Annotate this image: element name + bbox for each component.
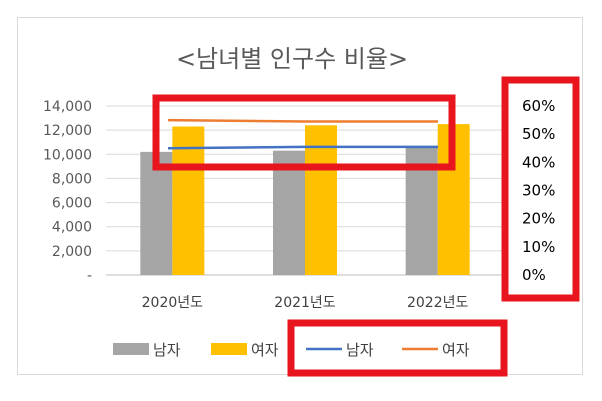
highlight-box-lines <box>152 94 456 171</box>
y-tick-label: 4,000 <box>52 220 92 236</box>
y-axis-right: 60% 50% 40% 30% 20% 10% 0% <box>522 97 555 284</box>
y2-tick-label: 40% <box>522 153 555 171</box>
legend-label: 남자 <box>346 341 374 359</box>
legend-label: 여자 <box>251 341 279 359</box>
y2-tick-label: 60% <box>522 97 555 115</box>
x-axis: 2020년도 2021년도 2022년도 <box>142 295 469 311</box>
y-tick-label: 8,000 <box>52 171 92 187</box>
bar-female <box>172 126 205 276</box>
line-male <box>167 145 438 150</box>
highlight-box-right-axis <box>501 76 580 302</box>
y-tick-label: 10,000 <box>43 147 92 163</box>
y-tick-label: 12,000 <box>43 123 92 139</box>
y-tick-label: 2,000 <box>52 244 92 260</box>
chart-title: <남녀별 인구수 비율> <box>176 45 408 73</box>
y-tick-label: 14,000 <box>43 99 92 115</box>
y2-tick-label: 10% <box>522 238 555 256</box>
y-tick-label: - <box>87 268 92 284</box>
highlight-boxes <box>152 76 580 377</box>
highlight-box-line-legend <box>287 319 508 377</box>
y2-tick-label: 30% <box>522 182 555 200</box>
legend-label: 여자 <box>442 341 470 359</box>
x-tick-label: 2021년도 <box>274 295 336 311</box>
y-axis-left: 14,000 12,000 10,000 8,000 6,000 4,000 2,000 - <box>43 99 92 284</box>
bars <box>140 124 470 276</box>
x-tick-label: 2022년도 <box>407 295 469 311</box>
bar-male <box>140 151 173 275</box>
legend-label: 남자 <box>153 341 181 359</box>
line-female <box>167 118 438 123</box>
y2-tick-label: 0% <box>522 266 546 284</box>
legend-swatch-female-bar <box>211 343 247 355</box>
bar-female <box>305 125 337 275</box>
y2-tick-label: 20% <box>522 210 555 228</box>
y2-tick-label: 50% <box>522 125 555 143</box>
legend: 남자 여자 남자 여자 <box>113 341 470 359</box>
bar-male <box>273 150 305 275</box>
x-tick-label: 2020년도 <box>142 295 204 311</box>
lines <box>167 118 438 150</box>
y-tick-label: 6,000 <box>52 196 92 212</box>
legend-swatch-male-bar <box>113 343 149 355</box>
